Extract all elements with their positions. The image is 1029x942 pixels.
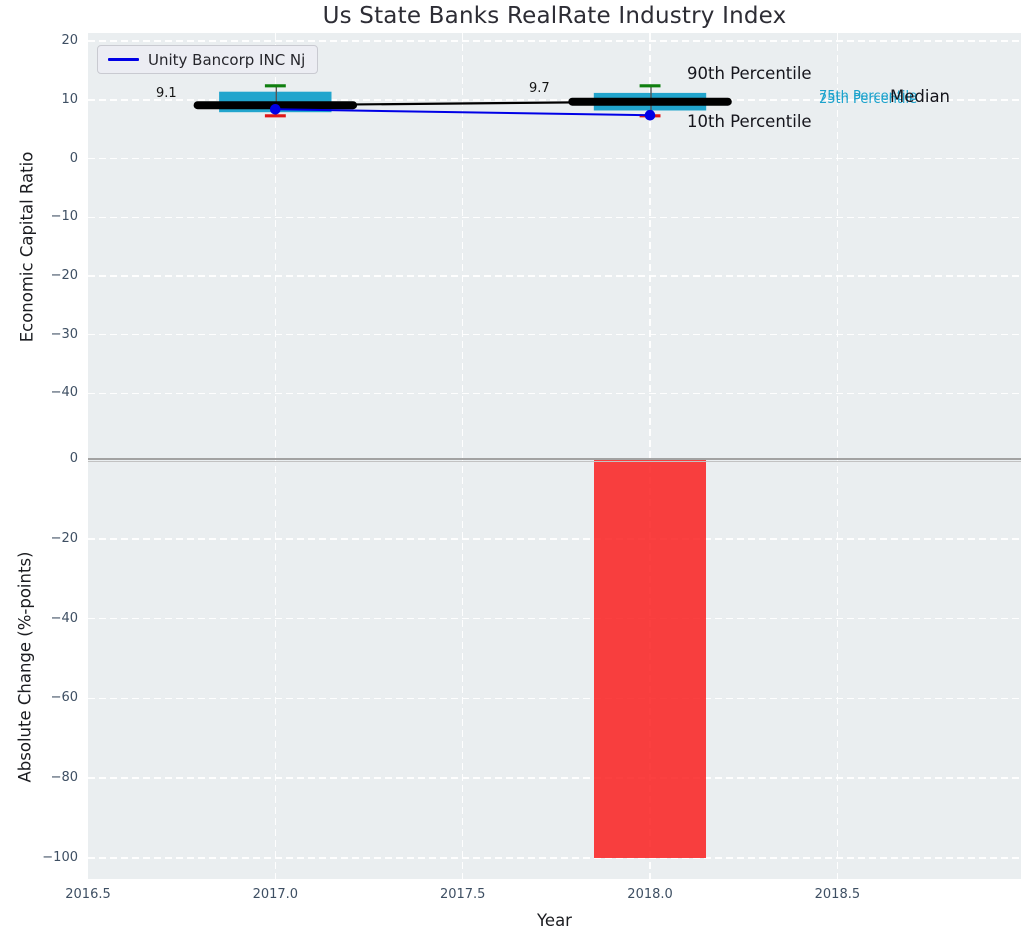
legend-line-sample (108, 58, 139, 61)
y-tick-label: −20 (50, 530, 78, 546)
gridline-h (88, 697, 1021, 700)
gridline-h (88, 392, 1021, 395)
chart-title: Us State Banks RealRate Industry Index (322, 3, 787, 29)
median-annotation: Median (890, 87, 951, 106)
p25-annotation: 25th Percentile (819, 92, 918, 107)
y-tick-label: −20 (50, 267, 78, 283)
gridline-h (88, 857, 1021, 859)
gridline-v (274, 455, 277, 879)
x-axis-label: Year (537, 911, 572, 930)
boxplot-canvas (193, 84, 732, 121)
median-value-label-2017: 9.1 (156, 86, 177, 101)
gridline-v (274, 33, 277, 455)
gridline-v (836, 33, 839, 455)
bottom-y-axis-label: Absolute Change (%-points) (15, 551, 35, 783)
x-tick-label: 2018.0 (627, 887, 673, 902)
y-tick-label: −30 (50, 326, 78, 342)
gridline-h (88, 538, 1021, 540)
p75-annotation: 75th Percentile (819, 89, 918, 104)
bottom-plot-area (88, 455, 1021, 879)
x-tick-label: 2017.0 (252, 887, 299, 902)
gridline-h (88, 99, 1021, 101)
zero-line-shadow (88, 461, 1021, 463)
gridline-v (461, 455, 464, 879)
gridline-h (88, 157, 1021, 160)
y-tick-label: −40 (50, 610, 78, 626)
y-tick-label: −10 (50, 209, 78, 225)
change-bar (593, 458, 707, 858)
gridline-v (836, 455, 839, 879)
top-y-axis-label: Economic Capital Ratio (17, 151, 37, 343)
y-tick-label: 10 (61, 91, 78, 107)
company-line (275, 108, 651, 117)
company-marker (644, 109, 656, 121)
y-tick-label: −60 (50, 690, 78, 706)
x-tick-label: 2018.5 (814, 887, 861, 902)
x-tick-label: 2017.5 (439, 887, 486, 902)
gridline-h (88, 617, 1021, 620)
company-marker (270, 104, 281, 115)
median-value-label-2018: 9.7 (529, 81, 550, 96)
y-tick-label: −100 (42, 849, 78, 865)
y-tick-label: 20 (61, 33, 78, 49)
y-tick-label: 0 (69, 450, 78, 466)
legend-label: Unity Bancorp INC Nj (148, 50, 306, 69)
gridline-h (88, 777, 1021, 779)
gridline-h (88, 333, 1021, 336)
legend: Unity Bancorp INC Nj (97, 45, 319, 74)
gridline-v (649, 33, 651, 455)
zero-line (88, 457, 1021, 460)
p10-annotation: 10th Percentile (687, 112, 812, 131)
gridline-h (88, 40, 1021, 42)
gridline-h (88, 216, 1021, 219)
y-tick-label: 0 (69, 150, 78, 166)
y-tick-label: −40 (50, 385, 78, 401)
p90-annotation: 90th Percentile (687, 64, 812, 83)
y-tick-label: −80 (50, 770, 78, 786)
gridline-h (88, 275, 1021, 277)
gridline-v (461, 33, 464, 455)
x-tick-label: 2016.5 (65, 887, 111, 902)
